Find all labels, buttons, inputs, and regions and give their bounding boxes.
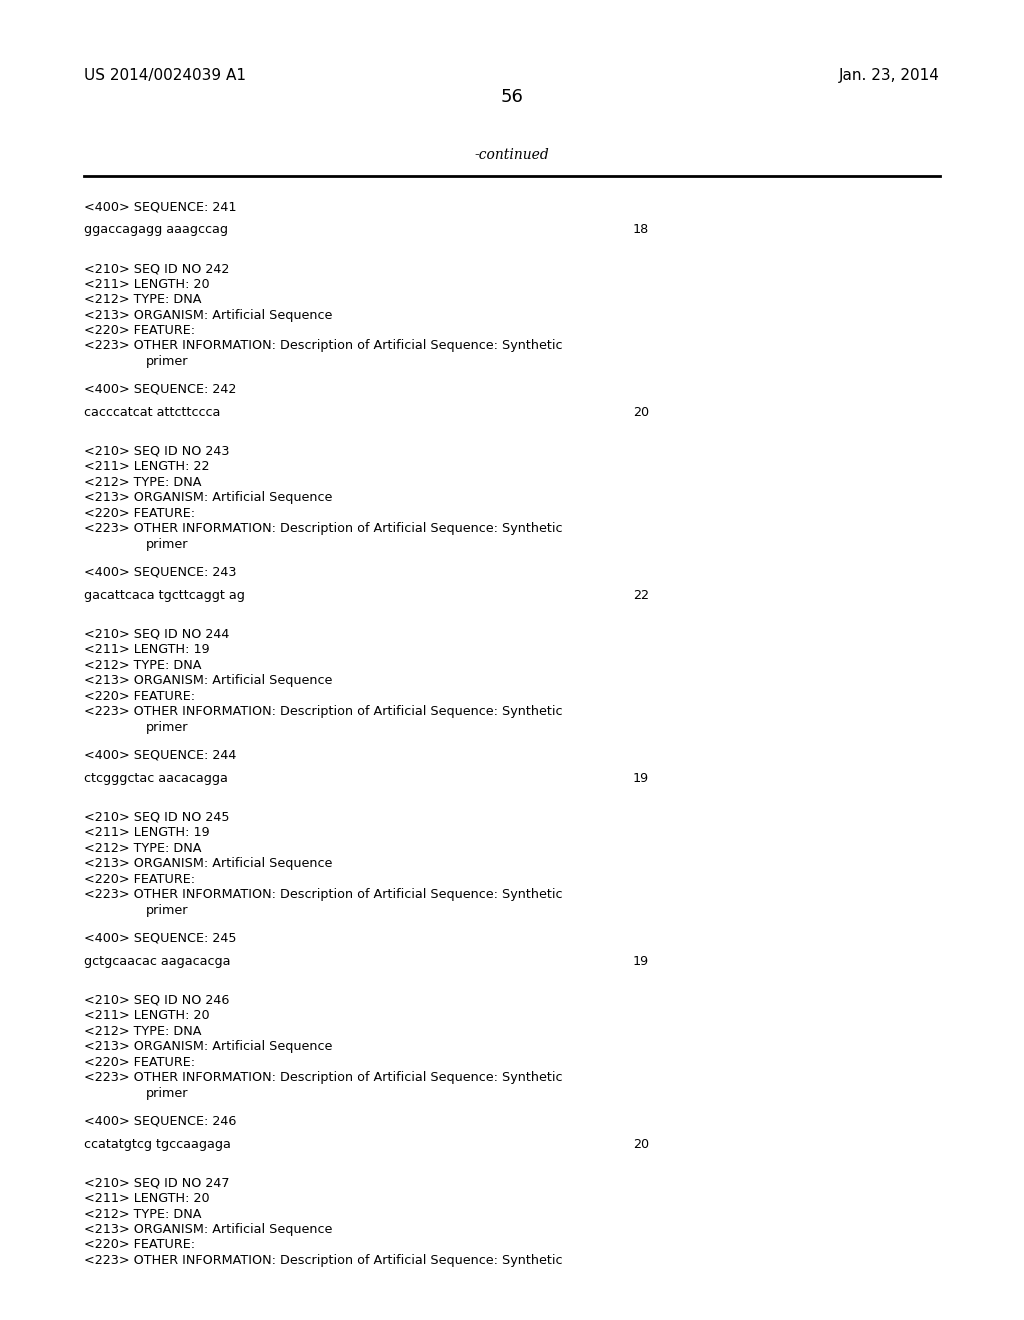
Text: 20: 20 [633, 1138, 649, 1151]
Text: US 2014/0024039 A1: US 2014/0024039 A1 [84, 69, 246, 83]
Text: <211> LENGTH: 20: <211> LENGTH: 20 [84, 277, 210, 290]
Text: <212> TYPE: DNA: <212> TYPE: DNA [84, 1024, 202, 1038]
Text: Jan. 23, 2014: Jan. 23, 2014 [839, 69, 940, 83]
Text: cacccatcat attcttccca: cacccatcat attcttccca [84, 407, 220, 420]
Text: gacattcaca tgcttcaggt ag: gacattcaca tgcttcaggt ag [84, 589, 245, 602]
Text: 22: 22 [633, 589, 649, 602]
Text: <210> SEQ ID NO 243: <210> SEQ ID NO 243 [84, 445, 229, 458]
Text: <210> SEQ ID NO 247: <210> SEQ ID NO 247 [84, 1176, 229, 1189]
Text: gctgcaacac aagacacga: gctgcaacac aagacacga [84, 954, 230, 968]
Text: <400> SEQUENCE: 245: <400> SEQUENCE: 245 [84, 932, 237, 945]
Text: <210> SEQ ID NO 244: <210> SEQ ID NO 244 [84, 628, 229, 640]
Text: <400> SEQUENCE: 244: <400> SEQUENCE: 244 [84, 748, 237, 762]
Text: <220> FEATURE:: <220> FEATURE: [84, 1056, 196, 1069]
Text: <223> OTHER INFORMATION: Description of Artificial Sequence: Synthetic: <223> OTHER INFORMATION: Description of … [84, 888, 562, 902]
Text: ccatatgtcg tgccaagaga: ccatatgtcg tgccaagaga [84, 1138, 230, 1151]
Text: <212> TYPE: DNA: <212> TYPE: DNA [84, 477, 202, 488]
Text: primer: primer [146, 721, 188, 734]
Text: <210> SEQ ID NO 242: <210> SEQ ID NO 242 [84, 261, 229, 275]
Text: <213> ORGANISM: Artificial Sequence: <213> ORGANISM: Artificial Sequence [84, 491, 333, 504]
Text: primer: primer [146, 539, 188, 550]
Text: <212> TYPE: DNA: <212> TYPE: DNA [84, 659, 202, 672]
Text: <213> ORGANISM: Artificial Sequence: <213> ORGANISM: Artificial Sequence [84, 309, 333, 322]
Text: ggaccagagg aaagccag: ggaccagagg aaagccag [84, 223, 228, 236]
Text: <211> LENGTH: 22: <211> LENGTH: 22 [84, 461, 210, 474]
Text: <223> OTHER INFORMATION: Description of Artificial Sequence: Synthetic: <223> OTHER INFORMATION: Description of … [84, 523, 562, 536]
Text: <211> LENGTH: 19: <211> LENGTH: 19 [84, 643, 210, 656]
Text: <220> FEATURE:: <220> FEATURE: [84, 690, 196, 702]
Text: <220> FEATURE:: <220> FEATURE: [84, 323, 196, 337]
Text: <212> TYPE: DNA: <212> TYPE: DNA [84, 293, 202, 306]
Text: <210> SEQ ID NO 246: <210> SEQ ID NO 246 [84, 994, 229, 1007]
Text: <211> LENGTH: 20: <211> LENGTH: 20 [84, 1008, 210, 1022]
Text: <213> ORGANISM: Artificial Sequence: <213> ORGANISM: Artificial Sequence [84, 1224, 333, 1236]
Text: primer: primer [146, 355, 188, 368]
Text: 19: 19 [633, 772, 649, 785]
Text: <223> OTHER INFORMATION: Description of Artificial Sequence: Synthetic: <223> OTHER INFORMATION: Description of … [84, 339, 562, 352]
Text: <210> SEQ ID NO 245: <210> SEQ ID NO 245 [84, 810, 229, 824]
Text: 20: 20 [633, 407, 649, 420]
Text: <220> FEATURE:: <220> FEATURE: [84, 873, 196, 886]
Text: primer: primer [146, 904, 188, 916]
Text: <212> TYPE: DNA: <212> TYPE: DNA [84, 1208, 202, 1221]
Text: <220> FEATURE:: <220> FEATURE: [84, 507, 196, 520]
Text: <400> SEQUENCE: 242: <400> SEQUENCE: 242 [84, 383, 237, 396]
Text: <223> OTHER INFORMATION: Description of Artificial Sequence: Synthetic: <223> OTHER INFORMATION: Description of … [84, 1071, 562, 1084]
Text: <212> TYPE: DNA: <212> TYPE: DNA [84, 842, 202, 855]
Text: <220> FEATURE:: <220> FEATURE: [84, 1238, 196, 1251]
Text: -continued: -continued [475, 148, 549, 162]
Text: 56: 56 [501, 88, 523, 106]
Text: <211> LENGTH: 20: <211> LENGTH: 20 [84, 1192, 210, 1205]
Text: <213> ORGANISM: Artificial Sequence: <213> ORGANISM: Artificial Sequence [84, 1040, 333, 1053]
Text: <223> OTHER INFORMATION: Description of Artificial Sequence: Synthetic: <223> OTHER INFORMATION: Description of … [84, 705, 562, 718]
Text: <213> ORGANISM: Artificial Sequence: <213> ORGANISM: Artificial Sequence [84, 675, 333, 688]
Text: 18: 18 [633, 223, 649, 236]
Text: <223> OTHER INFORMATION: Description of Artificial Sequence: Synthetic: <223> OTHER INFORMATION: Description of … [84, 1254, 562, 1267]
Text: 19: 19 [633, 954, 649, 968]
Text: primer: primer [146, 1086, 188, 1100]
Text: <400> SEQUENCE: 241: <400> SEQUENCE: 241 [84, 201, 237, 213]
Text: <400> SEQUENCE: 246: <400> SEQUENCE: 246 [84, 1114, 237, 1127]
Text: ctcgggctac aacacagga: ctcgggctac aacacagga [84, 772, 228, 785]
Text: <213> ORGANISM: Artificial Sequence: <213> ORGANISM: Artificial Sequence [84, 857, 333, 870]
Text: <211> LENGTH: 19: <211> LENGTH: 19 [84, 826, 210, 840]
Text: <400> SEQUENCE: 243: <400> SEQUENCE: 243 [84, 566, 237, 578]
